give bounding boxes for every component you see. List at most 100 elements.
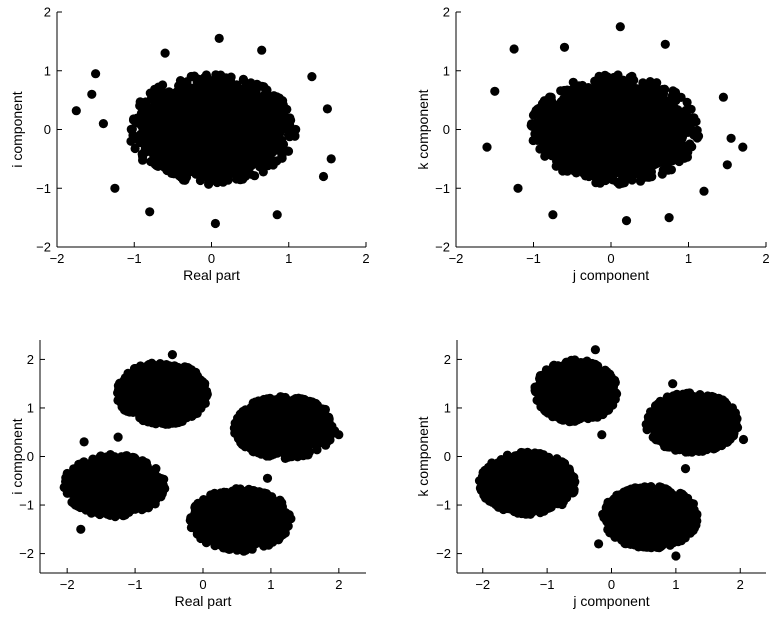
cluster-core xyxy=(608,490,692,545)
data-point xyxy=(627,71,637,81)
data-point xyxy=(239,546,249,556)
data-point xyxy=(61,483,71,494)
data-point xyxy=(237,489,247,499)
data-point xyxy=(626,484,636,494)
data-point xyxy=(706,438,716,448)
data-point xyxy=(285,113,295,123)
data-point xyxy=(212,494,222,504)
data-point xyxy=(612,75,622,85)
data-point xyxy=(597,430,607,440)
data-point xyxy=(87,89,97,99)
data-point xyxy=(594,539,604,549)
data-point xyxy=(285,120,295,130)
cluster-core xyxy=(138,81,285,178)
data-point xyxy=(66,477,76,487)
data-point xyxy=(113,432,123,442)
data-point xyxy=(562,85,572,95)
data-point xyxy=(250,486,261,497)
cluster-core xyxy=(70,458,159,513)
data-point xyxy=(150,480,160,490)
data-point xyxy=(216,70,226,80)
data-point xyxy=(263,161,273,171)
data-point xyxy=(249,446,259,457)
y-tick-label: 0 xyxy=(443,122,450,137)
data-point xyxy=(264,395,274,405)
data-point xyxy=(608,504,619,514)
data-point xyxy=(644,163,654,174)
data-point xyxy=(513,183,523,193)
data-point xyxy=(613,178,623,188)
data-point xyxy=(581,412,591,422)
data-point xyxy=(614,530,625,540)
panel-top-left: −2 −1 0 1 2 −2 −1 0 1 2 Real part i component xyxy=(9,5,370,284)
data-point xyxy=(599,369,609,379)
data-point xyxy=(110,183,120,193)
data-point xyxy=(535,117,545,127)
data-point xyxy=(272,210,282,220)
data-point xyxy=(129,371,139,381)
data-point xyxy=(174,365,184,375)
data-point xyxy=(183,167,193,177)
cluster-core xyxy=(486,456,570,511)
data-point xyxy=(215,77,225,87)
data-point xyxy=(235,175,245,185)
data-point xyxy=(687,503,698,513)
data-point xyxy=(590,359,600,369)
data-point xyxy=(563,473,574,483)
x-tick-label: 0 xyxy=(208,251,215,266)
data-point xyxy=(206,79,216,89)
data-point xyxy=(145,207,155,217)
data-point xyxy=(718,92,729,102)
data-point xyxy=(695,390,705,400)
data-point xyxy=(607,497,617,507)
data-point xyxy=(547,365,557,376)
data-point xyxy=(301,396,311,406)
data-point xyxy=(147,492,157,502)
data-point xyxy=(498,504,508,515)
data-point xyxy=(204,177,214,187)
data-point xyxy=(214,33,224,44)
data-point xyxy=(607,397,617,407)
data-point xyxy=(539,143,549,153)
data-point xyxy=(115,383,125,393)
data-point xyxy=(621,216,632,226)
data-point xyxy=(324,420,334,430)
y-tick-label: 2 xyxy=(443,5,450,20)
data-point xyxy=(583,83,593,93)
data-point xyxy=(293,446,303,456)
data-point xyxy=(490,86,500,96)
data-point xyxy=(693,131,704,141)
data-point xyxy=(681,105,691,115)
x-axis-label: Real part xyxy=(175,593,232,609)
data-point xyxy=(548,498,558,509)
data-point xyxy=(334,430,344,440)
data-point xyxy=(485,471,495,481)
data-point xyxy=(132,118,142,128)
data-point xyxy=(601,505,612,515)
data-point xyxy=(656,488,667,498)
data-point xyxy=(725,427,735,438)
data-point xyxy=(81,462,91,473)
y-tick-label: −1 xyxy=(19,498,34,513)
data-point xyxy=(139,460,149,470)
x-tick-label: 0 xyxy=(199,577,206,592)
data-point xyxy=(127,406,137,416)
data-point xyxy=(668,156,678,166)
x-axis-label: j component xyxy=(572,267,649,283)
data-point xyxy=(653,400,663,410)
data-point xyxy=(147,93,157,103)
data-point xyxy=(285,132,295,142)
data-point xyxy=(559,42,570,52)
data-point xyxy=(139,365,149,375)
data-point xyxy=(160,48,170,58)
y-axis-label: i component xyxy=(9,91,25,167)
y-tick-label: 2 xyxy=(44,5,51,20)
data-point xyxy=(676,133,686,143)
y-tick-label: 1 xyxy=(27,400,34,415)
data-point xyxy=(150,84,160,94)
data-point xyxy=(127,125,137,135)
y-tick-label: −2 xyxy=(435,240,450,255)
data-point xyxy=(550,144,561,154)
data-point xyxy=(534,103,544,113)
x-axis-label: j component xyxy=(572,593,649,609)
